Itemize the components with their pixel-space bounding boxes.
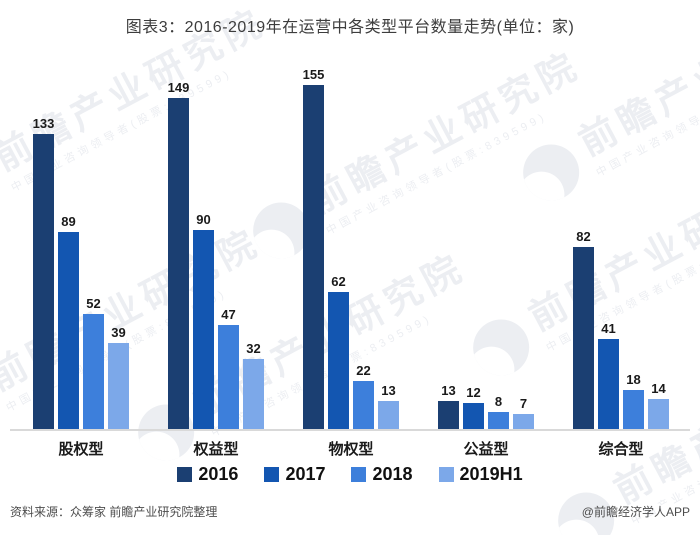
bar-value-label: 52	[86, 296, 101, 311]
legend-swatch-2017	[264, 467, 280, 482]
bar-2018-物权型	[353, 381, 374, 430]
bar-cell: 14	[648, 0, 669, 430]
bar-2017-权益型	[193, 230, 214, 430]
bar-value-label: 7	[519, 396, 528, 411]
bar-2017-物权型	[328, 292, 349, 430]
bar-value-label: 82	[576, 229, 591, 244]
bar-cell: 12	[463, 0, 484, 430]
chart-title: 图表3：2016-2019年在运营中各类型平台数量走势(单位：家)	[125, 19, 575, 36]
bar-cell: 13	[438, 0, 459, 430]
legend-label: 2016	[198, 464, 239, 484]
bar-2016-公益型	[438, 401, 459, 430]
bar-2017-公益型	[463, 403, 484, 430]
bar-cell: 47	[218, 0, 239, 430]
bar-value-label: 41	[601, 321, 616, 336]
bar-value-label: 133	[32, 116, 55, 131]
bar-cell: 32	[243, 0, 264, 430]
x-axis-line	[10, 429, 690, 431]
bar-cell: 41	[598, 0, 619, 430]
category-label-公益型: 公益型	[463, 441, 509, 458]
bar-value-label: 13	[441, 383, 456, 398]
bar-value-label: 155	[302, 67, 325, 82]
bar-value-label: 12	[466, 385, 481, 400]
bar-cell: 89	[58, 0, 79, 430]
bar-2018-股权型	[83, 314, 104, 430]
source-note: 资料来源：众筹家 前瞻产业研究院整理	[10, 505, 218, 519]
bar-cell: 149	[168, 0, 189, 430]
legend-item-2017: 2017	[264, 464, 325, 485]
bar-value-label: 14	[651, 381, 666, 396]
bar-cell: 155	[303, 0, 324, 430]
bar-2016-综合型	[573, 247, 594, 430]
bar-group-物权型: 155 62 22 13	[303, 0, 399, 430]
bar-2019H1-综合型	[648, 399, 669, 430]
bar-group-公益型: 13 12 8 7	[438, 0, 534, 430]
bar-2019H1-股权型	[108, 343, 129, 430]
legend-label: 2018	[372, 464, 413, 484]
legend-item-2019H1: 2019H1	[438, 464, 523, 485]
bar-2018-权益型	[218, 325, 239, 430]
legend-swatch-2018	[351, 467, 367, 482]
credit-note: @前瞻经济学人APP	[581, 505, 690, 519]
legend-label: 2017	[285, 464, 326, 484]
bar-chart-plot-area: 133 89 52 39 149 90 47 32 155 62 22 13 13 12 8 7 82 41 18 1…	[33, 0, 669, 430]
bar-2016-权益型	[168, 98, 189, 430]
bar-2018-公益型	[488, 412, 509, 430]
legend-item-2018: 2018	[351, 464, 413, 485]
legend-swatch-2019H1	[438, 467, 454, 482]
bar-cell: 90	[193, 0, 214, 430]
bar-value-label: 13	[381, 383, 396, 398]
bar-value-label: 90	[196, 212, 211, 227]
bar-group-权益型: 149 90 47 32	[168, 0, 264, 430]
bar-2019H1-权益型	[243, 359, 264, 430]
bar-value-label: 149	[167, 80, 190, 95]
bar-cell: 8	[488, 0, 509, 430]
legend-swatch-2016	[177, 467, 193, 482]
bar-value-label: 62	[331, 274, 346, 289]
bar-value-label: 18	[626, 372, 641, 387]
category-label-股权型: 股权型	[58, 441, 104, 458]
bar-2017-综合型	[598, 339, 619, 430]
bar-2016-物权型	[303, 85, 324, 430]
bar-cell: 82	[573, 0, 594, 430]
bar-cell: 13	[378, 0, 399, 430]
bar-group-综合型: 82 41 18 14	[573, 0, 669, 430]
bar-cell: 22	[353, 0, 374, 430]
bar-cell: 52	[83, 0, 104, 430]
bar-2017-股权型	[58, 232, 79, 430]
bar-2019H1-公益型	[513, 414, 534, 430]
bar-cell: 39	[108, 0, 129, 430]
legend-label: 2019H1	[459, 464, 523, 484]
bar-value-label: 89	[61, 214, 76, 229]
bar-value-label: 39	[111, 325, 126, 340]
legend-item-2016: 2016	[177, 464, 238, 485]
bar-2019H1-物权型	[378, 401, 399, 430]
bar-cell: 18	[623, 0, 644, 430]
bar-2018-综合型	[623, 390, 644, 430]
bar-cell: 7	[513, 0, 534, 430]
category-label-权益型: 权益型	[193, 441, 239, 458]
bar-value-label: 47	[221, 307, 236, 322]
bar-group-股权型: 133 89 52 39	[33, 0, 129, 430]
chart-footer: 资料来源：众筹家 前瞻产业研究院整理 @前瞻经济学人APP	[10, 503, 690, 520]
bar-cell: 62	[328, 0, 349, 430]
category-label-物权型: 物权型	[328, 441, 374, 458]
bar-value-label: 32	[246, 341, 261, 356]
bar-cell: 133	[33, 0, 54, 430]
bar-2016-股权型	[33, 134, 54, 430]
bar-value-label: 8	[494, 394, 503, 409]
bar-value-label: 22	[356, 363, 371, 378]
chart-legend: 2016 2017 2018 2019H1	[0, 464, 700, 485]
x-axis-category-labels: 股权型 权益型 物权型 公益型 综合型	[33, 438, 669, 459]
category-label-综合型: 综合型	[598, 441, 644, 458]
